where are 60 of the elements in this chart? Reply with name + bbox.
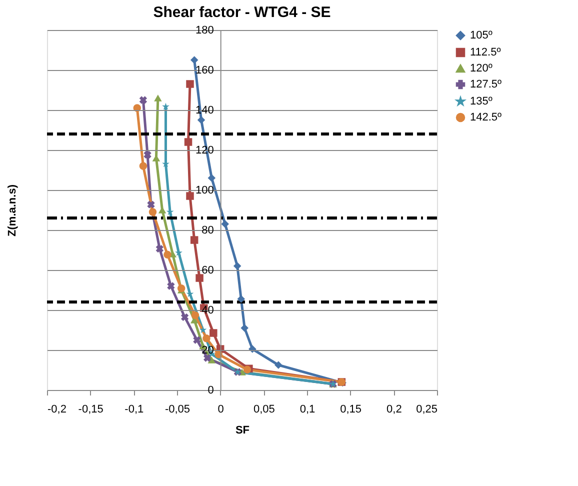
point	[204, 354, 212, 362]
x-tick-label: 0,15	[340, 404, 362, 416]
x-tick-label: 0,05	[253, 404, 275, 416]
x-axis-title: SF	[235, 424, 250, 436]
y-tick-label: 0	[208, 384, 214, 396]
x-tick-label: 0,25	[416, 404, 438, 416]
point	[197, 116, 206, 124]
point	[274, 361, 282, 369]
x-tick-label: -0,05	[164, 404, 190, 416]
point	[139, 96, 148, 104]
point	[186, 290, 194, 298]
point	[193, 336, 201, 344]
point	[139, 162, 148, 170]
x-tick-label: -0,2	[48, 404, 66, 416]
point	[184, 138, 192, 146]
point	[237, 295, 246, 303]
y-tick-label: 120	[195, 144, 214, 156]
x-tick-label: -0,15	[78, 404, 104, 416]
point	[210, 329, 218, 337]
point	[186, 192, 194, 200]
point	[191, 311, 200, 320]
point	[156, 244, 164, 253]
y-tick-label: 180	[195, 24, 214, 36]
x-tick-label: 0	[218, 404, 224, 416]
y-axis-title: Z(m.a.n.s)	[6, 184, 18, 236]
chart-title: Shear factor - WTG4 - SE	[153, 4, 331, 21]
point	[208, 174, 216, 182]
point	[154, 94, 162, 102]
legend-label: 112.5º	[470, 46, 501, 58]
point	[196, 274, 204, 282]
point	[180, 313, 189, 322]
y-tick-label: 20	[202, 344, 214, 356]
y-tick-label: 80	[202, 224, 214, 236]
point	[190, 236, 198, 244]
legend-label: 105º	[470, 30, 492, 42]
y-tick-label: 100	[195, 184, 214, 196]
point	[233, 262, 242, 270]
point	[162, 102, 170, 110]
legend-label: 120º	[470, 62, 492, 74]
x-tick-label: 0,1	[300, 404, 316, 416]
x-tick-label: -0,1	[124, 404, 144, 416]
y-tick-label: 140	[195, 104, 214, 116]
legend-label: 142.5º	[470, 112, 502, 124]
point	[240, 324, 248, 332]
point	[202, 334, 210, 342]
point	[208, 356, 216, 364]
point	[199, 326, 207, 334]
point	[144, 150, 152, 159]
y-tick-label: 160	[195, 64, 214, 76]
point	[186, 80, 194, 88]
legend-label: 127.5º	[470, 78, 502, 90]
point	[164, 250, 172, 258]
point	[167, 282, 175, 290]
point	[221, 220, 229, 228]
y-tick-label: 60	[202, 264, 214, 276]
point	[148, 208, 157, 216]
legend-label: 135º	[470, 96, 492, 108]
x-tick-label: 0,2	[386, 404, 402, 416]
point	[147, 200, 155, 208]
point	[190, 56, 198, 64]
